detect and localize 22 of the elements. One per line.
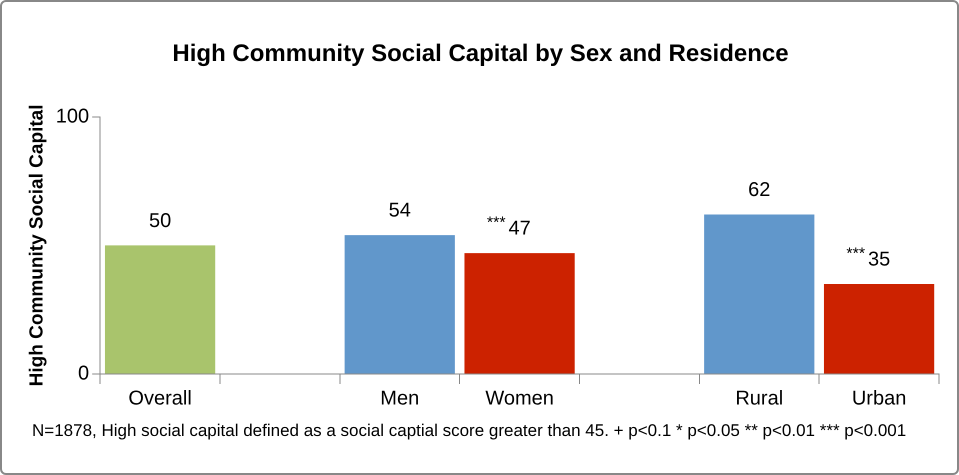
y-tick-label: 100 <box>56 105 90 128</box>
y-axis-title: High Community Social Capital <box>26 104 48 386</box>
y-tick-label: 0 <box>78 362 90 385</box>
bar <box>344 235 455 374</box>
annotation: *** <box>486 214 506 232</box>
bar <box>824 284 934 374</box>
data-label: 54 <box>388 200 411 222</box>
annotation: *** <box>846 245 866 262</box>
data-label: 62 <box>748 179 770 202</box>
x-tick-label: Rural <box>735 388 784 410</box>
text: N=1878, High social capital defined as a social captial score greater than 45. + p<0.1 * p<0.05 ** p<0.01 *** p<0.001 <box>32 420 908 442</box>
bar <box>464 253 575 374</box>
chart-title: High Community Social Capital by Sex and Residence <box>172 40 789 68</box>
x-tick-label: Women <box>485 388 554 410</box>
data-label: 50 <box>148 210 172 232</box>
data-label: 47 <box>508 218 531 240</box>
x-tick-label: Men <box>380 388 420 410</box>
bar <box>104 245 216 374</box>
bar <box>704 214 814 374</box>
data-label: 35 <box>868 248 890 270</box>
x-tick-label: Overall <box>128 388 192 410</box>
x-tick-label: Urban <box>852 388 906 410</box>
